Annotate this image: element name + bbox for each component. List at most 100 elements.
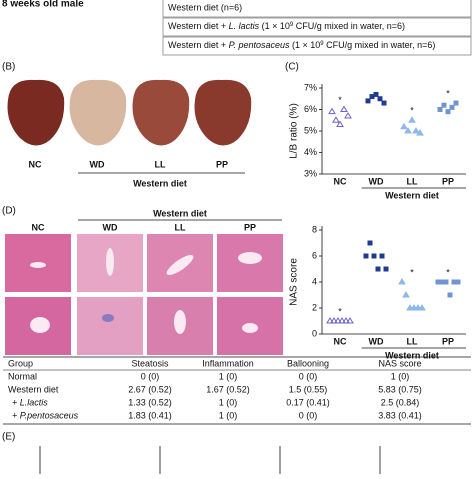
x-tick-label: WD xyxy=(369,176,384,186)
table-header: Group xyxy=(8,358,33,368)
data-point xyxy=(402,291,410,298)
significance-mark: * xyxy=(338,95,342,105)
table-header: NAS score xyxy=(378,358,421,368)
data-point xyxy=(334,317,342,324)
table-cell: 0.17 (0.41) xyxy=(286,397,330,407)
y-tick-label: 4 xyxy=(312,276,317,286)
group-suffix: CFU/g mixed in water, n=6) xyxy=(293,21,405,31)
data-point xyxy=(377,96,383,102)
data-point xyxy=(437,107,443,112)
liver-photos xyxy=(7,79,252,146)
score-table xyxy=(3,356,471,425)
y-tick-label: 0 xyxy=(312,328,317,338)
data-point xyxy=(400,122,408,130)
category-label: NC xyxy=(32,222,45,232)
header-title: 8 weeks old male xyxy=(2,0,84,10)
data-point xyxy=(383,266,389,272)
group-exponent: 9 xyxy=(290,22,294,28)
histology-images xyxy=(5,234,283,355)
data-point xyxy=(344,111,352,119)
data-point xyxy=(408,116,416,123)
significance-mark: * xyxy=(446,88,450,98)
y-axis-label: NAS score xyxy=(289,258,300,306)
x-tick-label: NC xyxy=(334,176,347,186)
table-cell: 1 (0) xyxy=(219,397,238,407)
table-cell: 3.83 (0.41) xyxy=(378,410,422,420)
table-cell: 5.83 (0.75) xyxy=(378,384,422,394)
data-point xyxy=(439,279,445,285)
y-tick-label: 3% xyxy=(304,168,317,178)
x-tick-label: LL xyxy=(407,336,418,346)
data-point xyxy=(369,94,375,100)
group-label: Western diet xyxy=(133,178,187,188)
table-cell: 1.67 (0.52) xyxy=(206,384,250,394)
data-point xyxy=(342,317,350,324)
table-cell: Western diet xyxy=(8,384,59,394)
data-point xyxy=(443,279,449,285)
table-cell: 0 (0) xyxy=(299,371,318,381)
category-label: LL xyxy=(175,222,186,232)
data-point xyxy=(398,278,406,285)
group-label: Western diet xyxy=(153,208,207,218)
table-cell: 1.83 (0.41) xyxy=(128,410,172,420)
group-dose: (1 × 10 xyxy=(290,40,321,50)
data-point xyxy=(416,129,424,136)
data-point xyxy=(340,105,348,112)
group-prefix: Western diet + xyxy=(168,21,229,31)
category-label: WD xyxy=(103,222,118,232)
group-exponent: 9 xyxy=(320,41,324,47)
group-boxes xyxy=(162,0,472,56)
group-text: Western diet + L. lactis (1 × 109 CFU/g … xyxy=(168,21,405,31)
significance-mark: * xyxy=(410,267,414,277)
y-tick-label: 4% xyxy=(304,147,317,157)
data-point xyxy=(367,240,373,246)
panel-e-axes xyxy=(39,446,381,474)
group-species: P. pentosaceus xyxy=(229,40,290,50)
data-point xyxy=(455,279,461,285)
y-tick-label: 5% xyxy=(304,125,317,135)
data-point xyxy=(445,109,451,115)
significance-mark: * xyxy=(446,267,450,277)
table-cell: + L.lactis xyxy=(12,397,48,407)
table-header: Steatosis xyxy=(131,358,169,368)
data-point xyxy=(418,304,426,311)
table-cell: + P.pentosaceus xyxy=(12,410,79,420)
x-tick-label: PP xyxy=(442,176,454,186)
significance-mark: * xyxy=(410,106,414,116)
table-cell: 2.5 (0.84) xyxy=(381,397,420,407)
table-cell: 1 (0) xyxy=(219,410,238,420)
x-tick-label: LL xyxy=(407,176,418,186)
x-tick-label: PP xyxy=(442,336,454,346)
data-point xyxy=(447,292,453,298)
category-label: WD xyxy=(90,159,105,169)
table-cell: 0 (0) xyxy=(299,410,318,420)
data-point xyxy=(326,317,334,324)
table-header: Inflammation xyxy=(202,358,254,368)
data-point xyxy=(330,317,338,324)
group-species: L. lactis xyxy=(229,21,260,31)
data-point xyxy=(441,102,447,108)
table-header: Ballooning xyxy=(287,358,329,368)
table-cell: Normal xyxy=(8,371,37,381)
table-cell: 1.5 (0.55) xyxy=(289,384,328,394)
data-point xyxy=(381,100,387,106)
y-axis-label: L/B ratio (%) xyxy=(289,103,300,159)
group-label: Western diet xyxy=(385,350,439,360)
data-point xyxy=(363,253,369,259)
table-cell: 1 (0) xyxy=(391,371,410,381)
y-tick-label: 7% xyxy=(304,82,317,92)
y-tick-label: 6 xyxy=(312,250,317,260)
table-cell: 1 (0) xyxy=(219,371,238,381)
data-point xyxy=(338,317,346,324)
data-point xyxy=(412,127,420,134)
panel-label: (D) xyxy=(2,206,16,217)
data-point xyxy=(379,253,385,259)
panel-label: (B) xyxy=(2,62,15,73)
group-prefix: Western diet + xyxy=(168,40,229,50)
panel-label: (E) xyxy=(2,432,15,443)
data-point xyxy=(449,104,455,110)
group-suffix: CFU/g mixed in water, n=6) xyxy=(324,40,436,50)
y-tick-label: 8 xyxy=(312,224,317,234)
category-label: LL xyxy=(155,159,166,169)
